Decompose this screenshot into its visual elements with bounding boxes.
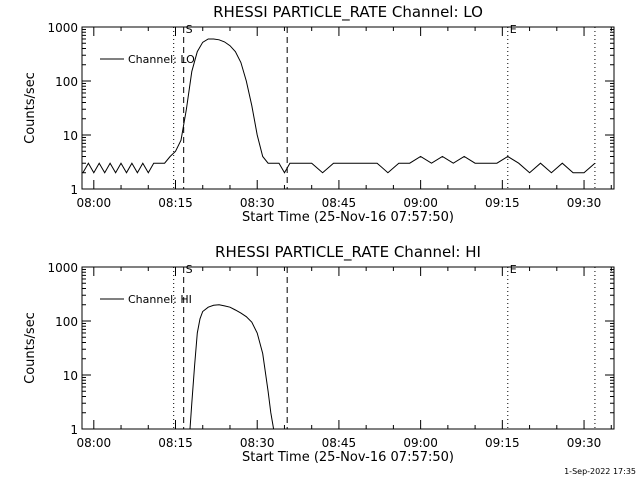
time-marker-label: S: [186, 23, 193, 36]
plot-panel-2: RHESSI PARTICLE_RATE Channel: HI 08:00 08:…: [23, 243, 615, 465]
x-tick-label: 09:30: [567, 436, 602, 450]
y-tick-label: 1000: [47, 21, 78, 35]
x-tick-label: 08:45: [322, 196, 357, 210]
y-tick-label: 10: [63, 369, 78, 383]
chart-title: RHESSI PARTICLE_RATE Channel: LO: [213, 3, 483, 22]
x-tick-label: 08:00: [77, 436, 112, 450]
x-tick-label: 09:00: [403, 196, 438, 210]
y-tick-label: 100: [55, 75, 78, 89]
y-axis-label: Counts/sec: [23, 312, 38, 384]
legend-entry: Channel: LO: [128, 53, 195, 66]
x-tick-label: 08:30: [240, 196, 275, 210]
x-tick-label: 09:30: [567, 196, 602, 210]
chart-title: RHESSI PARTICLE_RATE Channel: HI: [215, 243, 481, 262]
y-tick-label: 1000: [47, 261, 78, 275]
x-tick-label: 08:15: [158, 436, 193, 450]
x-axis-label: Start Time (25-Nov-16 07:57:50): [242, 210, 454, 225]
series-line-channel-hi: [189, 304, 275, 430]
time-marker-label: E: [510, 263, 517, 276]
x-tick-label: 09:15: [485, 196, 520, 210]
x-tick-label: 08:45: [322, 436, 357, 450]
y-tick-label: 1: [70, 183, 78, 197]
time-marker-label: E: [510, 23, 517, 36]
x-tick-label: 09:15: [485, 436, 520, 450]
footer-timestamp: 1-Sep-2022 17:35: [564, 467, 636, 476]
plot-panel-1: RHESSI PARTICLE_RATE Channel: LO 08:00 08:…: [23, 3, 615, 225]
y-tick-label: 10: [63, 129, 78, 143]
x-tick-label: 08:15: [158, 196, 193, 210]
x-tick-label: 08:30: [240, 436, 275, 450]
x-tick-label: 08:00: [77, 196, 112, 210]
series-line-channel-lo: [82, 38, 596, 174]
legend-entry: Channel: HI: [128, 293, 192, 306]
plot-frame: [81, 26, 615, 190]
plot-frame: [81, 266, 615, 430]
y-tick-label: 1: [70, 423, 78, 437]
x-tick-label: 09:00: [403, 436, 438, 450]
time-marker-label: S: [186, 263, 193, 276]
y-axis-label: Counts/sec: [23, 72, 38, 144]
y-tick-label: 100: [55, 315, 78, 329]
x-axis-label: Start Time (25-Nov-16 07:57:50): [242, 450, 454, 465]
